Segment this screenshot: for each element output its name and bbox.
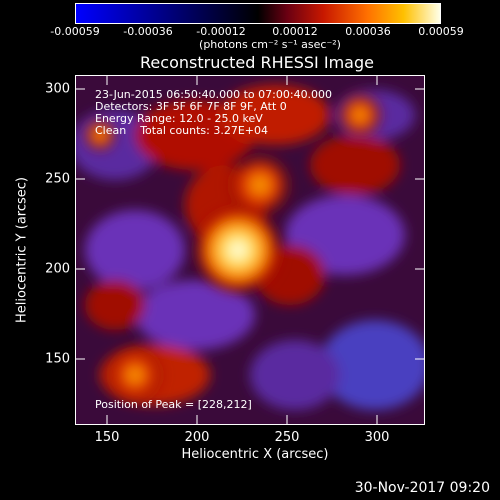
colorbar-tick: 0.00012 <box>272 25 318 38</box>
info-energy-range: Energy Range: 12.0 - 25.0 keV <box>95 112 263 125</box>
y-tick-label: 250 <box>45 171 70 187</box>
y-axis-label: Heliocentric Y (arcsec) <box>14 177 30 323</box>
colorbar-tick: -0.00059 <box>50 25 100 38</box>
y-tick-label: 200 <box>45 261 70 277</box>
colorbar-tick: 0.00036 <box>345 25 391 38</box>
info-algorithm-counts: Clean Total counts: 3.27E+04 <box>95 124 269 137</box>
plot-frame <box>75 75 425 425</box>
x-tick-label: 200 <box>184 430 210 445</box>
info-detectors: Detectors: 3F 5F 6F 7F 8F 9F, Att 0 <box>95 100 287 113</box>
info-peak-position: Position of Peak = [228,212] <box>95 398 252 411</box>
rhessi-image <box>75 75 425 425</box>
x-tick-label: 300 <box>364 430 390 445</box>
plot-title: Reconstructed RHESSI Image <box>140 53 374 72</box>
y-tick-label: 150 <box>45 351 70 367</box>
emission-map <box>75 85 425 410</box>
colorbar-tick: 0.00059 <box>418 25 464 38</box>
y-tick-label: 300 <box>45 81 70 97</box>
colorbar-tick: -0.00036 <box>123 25 173 38</box>
colorbar-tick: -0.00012 <box>196 25 246 38</box>
colorbar <box>75 3 441 24</box>
axis-ticks <box>75 75 425 425</box>
timestamp-footer: 30-Nov-2017 09:20 <box>354 480 490 496</box>
x-axis-label: Heliocentric X (arcsec) <box>181 447 329 462</box>
flare-peak <box>193 205 283 295</box>
colorbar-ticks: -0.00059 -0.00036 -0.00012 0.00012 0.000… <box>50 0 463 50</box>
x-tick-label: 250 <box>274 430 300 445</box>
hot-spots <box>82 90 385 405</box>
x-tick-label: 150 <box>94 430 120 445</box>
info-time-range: 23-Jun-2015 06:50:40.000 to 07:00:40.000 <box>95 88 333 101</box>
colorbar-units: (photons cm⁻² s⁻¹ asec⁻²) <box>199 38 341 51</box>
